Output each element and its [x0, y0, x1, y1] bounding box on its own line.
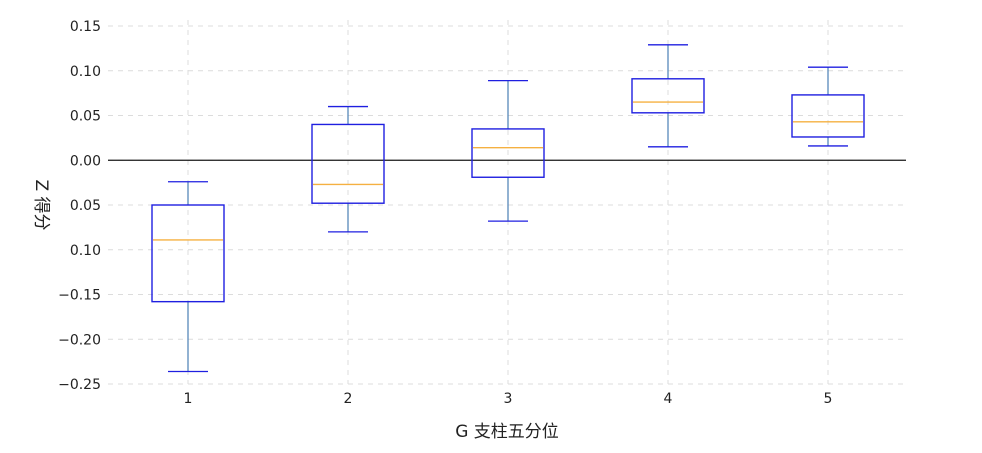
- boxes-layer: [151, 44, 865, 373]
- box-group-5: [791, 66, 865, 147]
- y-tick-label: −0.25: [58, 377, 101, 393]
- box-group-4: [631, 44, 705, 148]
- box-group-1: [151, 181, 225, 373]
- y-axis-ticks: 0.15 0.10 0.05 0.00 0.05 0.10 −0.15 −0.20 −0.25: [58, 19, 101, 393]
- x-tick-label: 5: [824, 391, 833, 407]
- box-group-3: [471, 79, 545, 222]
- x-tick-label: 4: [664, 391, 673, 407]
- x-tick-label: 3: [504, 391, 513, 407]
- y-tick-label: 0.10: [70, 64, 101, 80]
- x-tick-label: 1: [184, 391, 193, 407]
- box-rect: [471, 128, 545, 178]
- x-tick-label: 2: [344, 391, 353, 407]
- box-group-2: [311, 105, 385, 233]
- grid-layer: [108, 20, 906, 385]
- x-axis-ticks: 1 2 3 4 5: [184, 391, 833, 407]
- box-rect: [151, 204, 225, 303]
- box-rect: [311, 123, 385, 204]
- box-rect: [631, 78, 705, 114]
- y-tick-label: 0.00: [70, 153, 101, 169]
- y-tick-label: 0.05: [70, 198, 101, 214]
- y-tick-label: 0.15: [70, 19, 101, 35]
- y-axis-title: Z 得分: [31, 179, 51, 230]
- y-tick-label: −0.20: [58, 332, 101, 348]
- box-rect: [791, 94, 865, 138]
- y-tick-label: −0.15: [58, 288, 101, 304]
- y-tick-label: 0.05: [70, 109, 101, 125]
- x-axis-title: G 支柱五分位: [455, 422, 559, 442]
- y-tick-label: 0.10: [70, 243, 101, 259]
